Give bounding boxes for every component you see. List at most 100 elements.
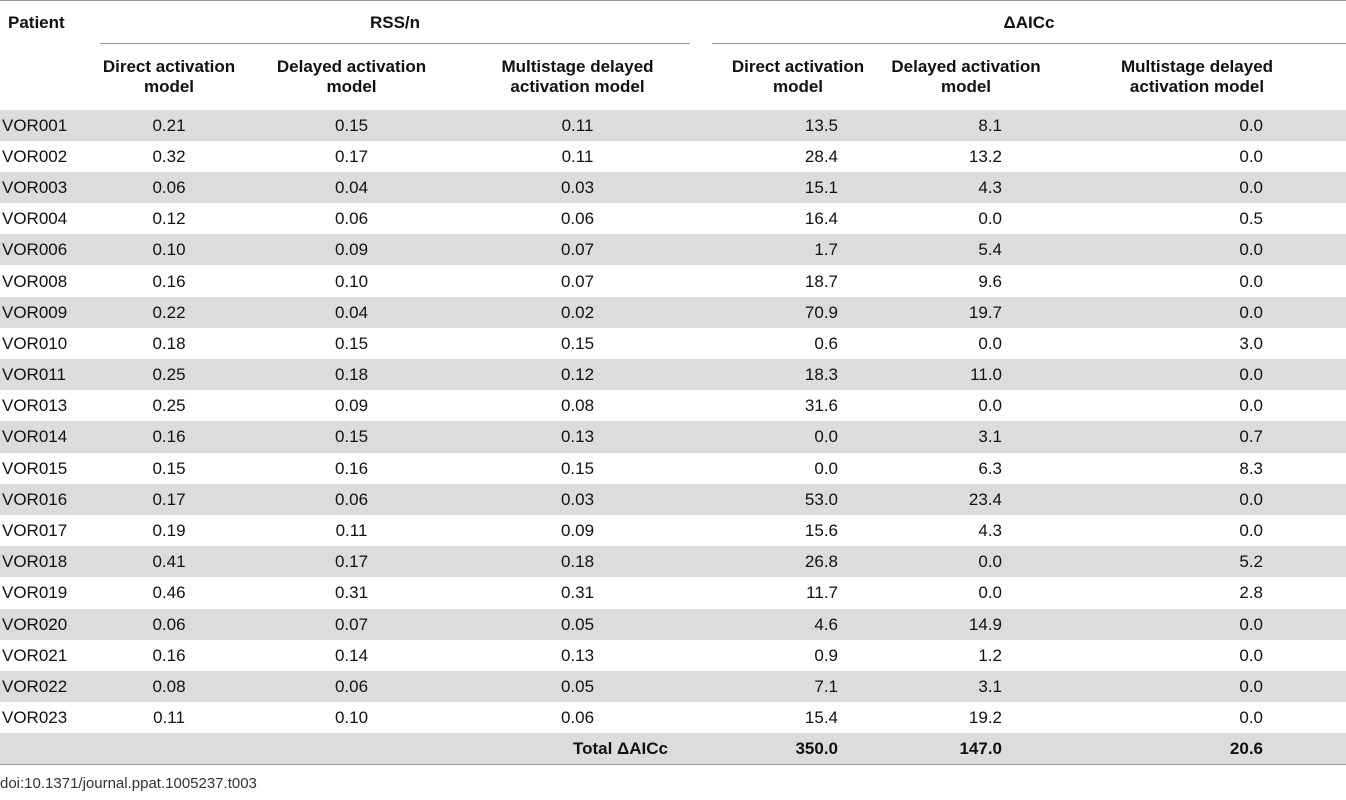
cell-rss-direct: 0.22 <box>100 296 238 328</box>
header-rss-multistage: Multistage delayed activation model <box>465 44 690 110</box>
doi-footer: doi:10.1371/journal.ppat.1005237.t003 <box>0 775 257 792</box>
header-group-rss: RSS/n <box>100 0 690 44</box>
cell-rss-delayed: 0.04 <box>238 296 465 328</box>
cell-rss-delayed: 0.31 <box>334 583 369 603</box>
cell-aicc-direct: 15.4 <box>804 708 838 728</box>
header-rss-delayed-line1: Delayed activation <box>276 57 427 76</box>
cell-rss-multistage: 0.13 <box>465 421 690 453</box>
cell-patient: VOR001 <box>0 109 100 141</box>
cell-gap <box>690 483 712 515</box>
table-row: VOR008 0.16 0.10 0.07 18.7 9.6 0.0 <box>0 265 1346 296</box>
cell-rss-direct: 0.06 <box>100 171 238 204</box>
header-aicc-multistage: Multistage delayed activation model <box>1048 44 1346 110</box>
cell-rss-direct: 0.12 <box>152 209 186 229</box>
cell-aicc-direct: 0.0 <box>814 458 838 478</box>
cell-aicc-multistage: 8.3 <box>1239 458 1263 478</box>
cell-patient: VOR003 <box>0 171 100 204</box>
cell-aicc-direct: 28.4 <box>804 146 838 166</box>
cell-rss-delayed: 0.16 <box>334 458 369 478</box>
table-row: VOR003 0.06 0.04 0.03 15.1 4.3 0.0 <box>0 171 1346 204</box>
total-label: Total ΔAICc <box>465 733 690 765</box>
cell-rss-delayed: 0.06 <box>334 209 369 229</box>
cell-aicc-multistage: 3.0 <box>1239 333 1263 353</box>
cell-patient: VOR020 <box>0 608 100 640</box>
header-aicc-direct-line1: Direct activation <box>731 57 865 76</box>
cell-rss-delayed: 0.06 <box>238 483 465 515</box>
cell-rss-direct: 0.25 <box>152 396 186 416</box>
cell-aicc-direct: 13.5 <box>712 109 884 141</box>
cell-gap <box>690 577 712 608</box>
cell-rss-multistage: 0.03 <box>465 171 690 204</box>
cell-rss-delayed: 0.10 <box>334 708 369 728</box>
cell-aicc-delayed: 14.9 <box>884 608 1048 640</box>
cell-rss-direct: 0.32 <box>152 146 186 166</box>
cell-rss-multistage: 0.11 <box>465 109 690 141</box>
header-rss-multi-line1: Multistage delayed <box>501 57 654 76</box>
cell-aicc-multistage: 0.0 <box>1239 521 1263 541</box>
header-group-aicc: ΔAICc <box>712 0 1346 44</box>
cell-patient: VOR011 <box>0 359 100 391</box>
cell-aicc-multistage: 0.0 <box>1239 708 1263 728</box>
cell-patient: VOR015 <box>2 458 68 478</box>
table-row: VOR010 0.18 0.15 0.15 0.6 0.0 3.0 <box>0 328 1346 359</box>
table-row: VOR017 0.19 0.11 0.09 15.6 4.3 0.0 <box>0 515 1346 546</box>
cell-rss-delayed: 0.07 <box>238 608 465 640</box>
header-gap-2 <box>690 44 712 110</box>
cell-aicc-delayed: 13.2 <box>968 146 1002 166</box>
header-rss-delayed-line2: model <box>326 77 377 96</box>
cell-rss-delayed: 0.17 <box>238 546 465 578</box>
header-gap <box>690 0 712 44</box>
results-table: Patient RSS/n ΔAICc Direct activation mod… <box>0 0 1346 765</box>
cell-rss-direct: 0.10 <box>100 234 238 266</box>
header-patient: Patient <box>0 0 100 110</box>
cell-aicc-delayed: 19.2 <box>968 708 1002 728</box>
table-header: Patient RSS/n ΔAICc Direct activation mod… <box>0 0 1346 110</box>
cell-gap <box>690 608 712 640</box>
cell-rss-delayed: 0.10 <box>334 271 369 291</box>
cell-rss-delayed: 0.09 <box>238 234 465 266</box>
cell-rss-multistage: 0.06 <box>560 708 595 728</box>
cell-rss-direct: 0.11 <box>153 708 185 728</box>
cell-rss-delayed: 0.11 <box>335 521 368 541</box>
cell-rss-delayed: 0.09 <box>334 396 369 416</box>
cell-aicc-direct: 18.3 <box>712 359 884 391</box>
table-row: VOR020 0.06 0.07 0.05 4.6 14.9 0.0 <box>0 608 1346 640</box>
total-empty-1 <box>0 733 100 765</box>
cell-aicc-delayed: 0.0 <box>978 583 1002 603</box>
cell-rss-delayed: 0.15 <box>238 109 465 141</box>
cell-patient: VOR016 <box>0 483 100 515</box>
cell-aicc-delayed: 1.2 <box>978 645 1002 665</box>
cell-aicc-delayed: 4.3 <box>884 171 1048 204</box>
total-direct: 350.0 <box>712 733 884 765</box>
cell-rss-multistage: 0.07 <box>560 271 595 291</box>
table-row: VOR009 0.22 0.04 0.02 70.9 19.7 0.0 <box>0 296 1346 328</box>
cell-rss-multistage: 0.05 <box>465 608 690 640</box>
cell-rss-delayed: 0.17 <box>334 146 369 166</box>
cell-patient: VOR019 <box>2 583 68 603</box>
table-row: VOR016 0.17 0.06 0.03 53.0 23.4 0.0 <box>0 483 1346 515</box>
table-row: VOR004 0.12 0.06 0.06 16.4 0.0 0.5 <box>0 203 1346 234</box>
table-row: VOR011 0.25 0.18 0.12 18.3 11.0 0.0 <box>0 359 1346 391</box>
cell-gap <box>690 453 712 484</box>
header-row-columns: Direct activation model Delayed activatio… <box>0 44 1346 110</box>
cell-patient: VOR023 <box>2 708 68 728</box>
table-container: Patient RSS/n ΔAICc Direct activation mod… <box>0 0 1346 765</box>
cell-rss-multistage: 0.08 <box>560 396 595 416</box>
cell-rss-multistage: 0.09 <box>560 521 595 541</box>
cell-rss-multistage: 0.15 <box>560 333 595 353</box>
cell-aicc-direct: 4.6 <box>712 608 884 640</box>
table-row: VOR013 0.25 0.09 0.08 31.6 0.0 0.0 <box>0 390 1346 421</box>
total-empty-3 <box>238 733 465 765</box>
table-row: VOR018 0.41 0.17 0.18 26.8 0.0 5.2 <box>0 546 1346 578</box>
cell-patient: VOR008 <box>2 271 68 291</box>
cell-rss-direct: 0.17 <box>100 483 238 515</box>
cell-rss-multistage: 0.31 <box>560 583 595 603</box>
table-row: VOR001 0.21 0.15 0.11 13.5 8.1 0.0 <box>0 109 1346 141</box>
cell-aicc-direct: 26.8 <box>712 546 884 578</box>
cell-aicc-delayed: 11.0 <box>884 359 1048 391</box>
cell-patient: VOR018 <box>0 546 100 578</box>
total-multistage: 20.6 <box>1048 733 1346 765</box>
cell-aicc-delayed: 3.1 <box>884 421 1048 453</box>
cell-rss-direct: 0.06 <box>100 608 238 640</box>
cell-rss-multistage: 0.15 <box>560 458 595 478</box>
